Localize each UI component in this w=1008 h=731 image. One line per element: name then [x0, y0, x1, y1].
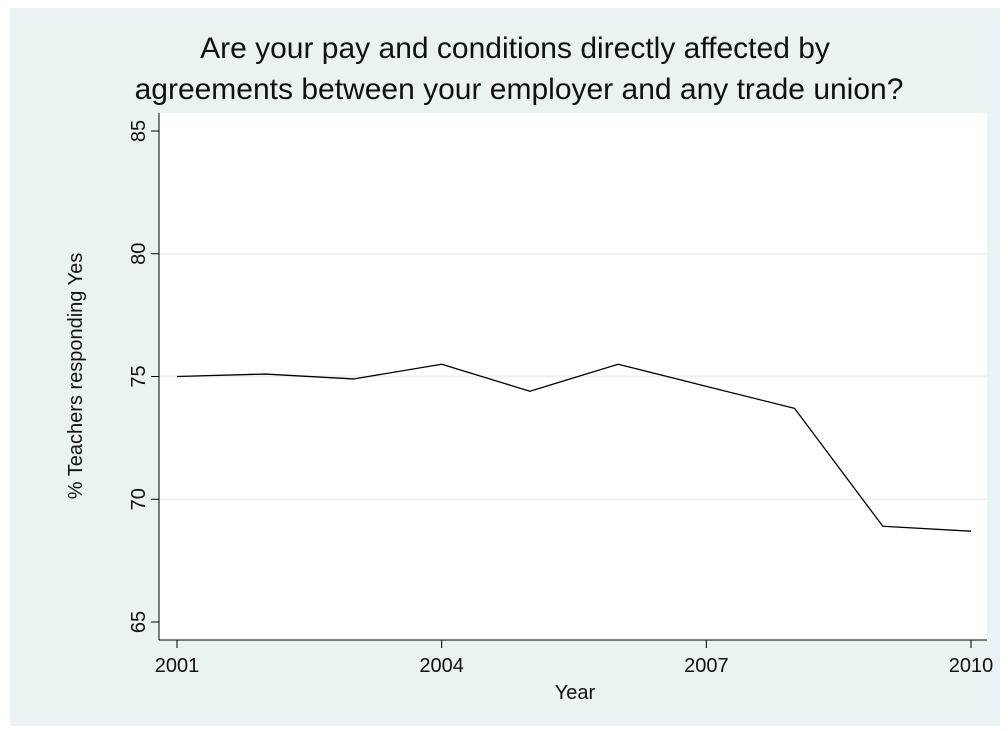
x-tick-label: 2004 — [419, 655, 464, 677]
data-series — [176, 363, 972, 532]
series-line — [176, 363, 972, 532]
line-chart: Are your pay and conditions directly aff… — [65, 32, 993, 704]
x-axis-title: Year — [555, 682, 596, 704]
chart-title-line-1: Are your pay and conditions directly aff… — [200, 32, 830, 65]
y-tick-label: 75 — [128, 365, 150, 387]
y-tick-label: 85 — [128, 120, 150, 142]
x-tick-label: 2010 — [949, 655, 994, 677]
chart-title-line-2: agreements between your employer and any… — [135, 73, 904, 106]
y-tick-label: 70 — [128, 488, 150, 510]
chart-figure: Are your pay and conditions directly aff… — [10, 8, 1000, 726]
x-tick-label: 2001 — [155, 655, 200, 677]
y-tick-label: 80 — [128, 243, 150, 265]
y-axis-title: % Teachers responding Yes — [65, 253, 87, 499]
axes: 65 70 75 80 85 2001 2004 2007 2010 — [128, 113, 993, 677]
x-tick-label: 2007 — [684, 655, 729, 677]
gridlines — [159, 252, 987, 501]
y-tick-label: 65 — [128, 611, 150, 633]
